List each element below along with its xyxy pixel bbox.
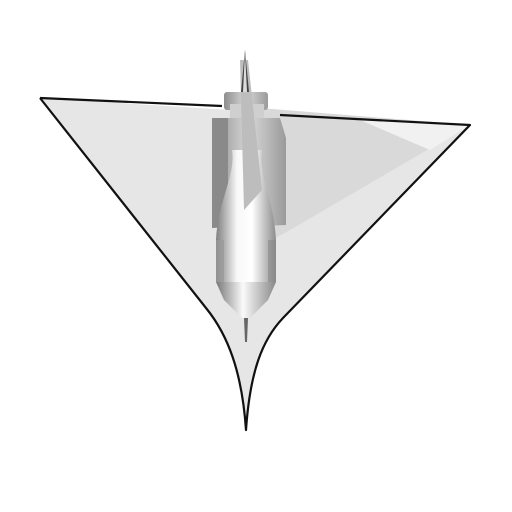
canopy-ridge bbox=[240, 60, 262, 210]
body-shadow-right bbox=[268, 240, 276, 282]
nose-tip bbox=[244, 318, 248, 342]
wing-outline bbox=[39, 96, 472, 432]
nose-cone bbox=[216, 282, 276, 318]
body-shadow-left bbox=[216, 240, 224, 282]
nose-spike-light bbox=[243, 52, 247, 92]
wing-glare-right bbox=[360, 120, 470, 150]
